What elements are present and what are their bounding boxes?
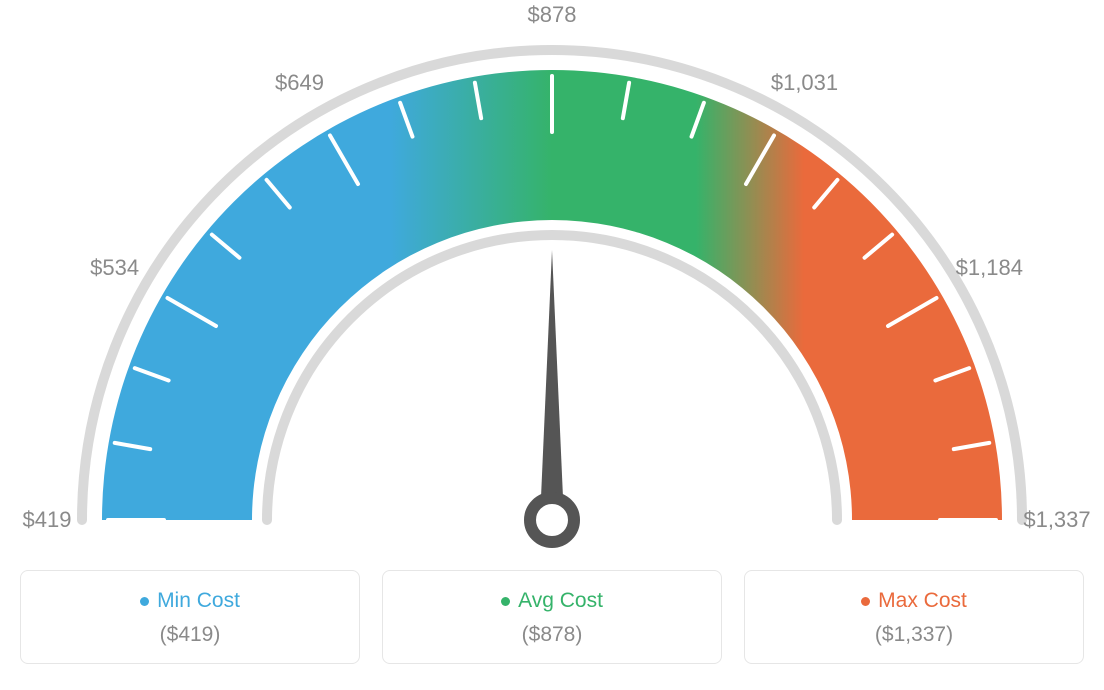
legend-dot-icon [861,597,870,606]
legend-label: Avg Cost [518,589,603,613]
gauge-tick-label: $878 [528,2,577,28]
gauge-tick-label: $419 [23,507,72,533]
legend-title: Avg Cost [501,589,603,613]
gauge-tick-label: $1,184 [956,255,1023,281]
legend-value: ($878) [393,623,711,647]
legend-value: ($1,337) [755,623,1073,647]
legend-dot-icon [501,597,510,606]
legend-card: Min Cost ($419) [20,570,360,664]
legend-dot-icon [140,597,149,606]
legend-card: Max Cost ($1,337) [744,570,1084,664]
legend-row: Min Cost ($419) Avg Cost ($878) Max Cost ($1,… [20,570,1084,664]
gauge-needle [540,250,564,520]
gauge-tick-label: $649 [275,70,324,96]
gauge-tick-label: $1,031 [771,70,838,96]
legend-label: Min Cost [157,589,240,613]
cost-gauge-chart: $419$534$649$878$1,031$1,184$1,337 Min C… [20,20,1084,664]
gauge-tick-label: $534 [90,255,139,281]
gauge-svg [20,20,1084,550]
gauge-area: $419$534$649$878$1,031$1,184$1,337 [20,20,1084,550]
gauge-tick-label: $1,337 [1023,507,1090,533]
gauge-needle-hub [530,498,574,542]
legend-title: Min Cost [140,589,240,613]
legend-value: ($419) [31,623,349,647]
legend-card: Avg Cost ($878) [382,570,722,664]
legend-title: Max Cost [861,589,967,613]
legend-label: Max Cost [878,589,967,613]
